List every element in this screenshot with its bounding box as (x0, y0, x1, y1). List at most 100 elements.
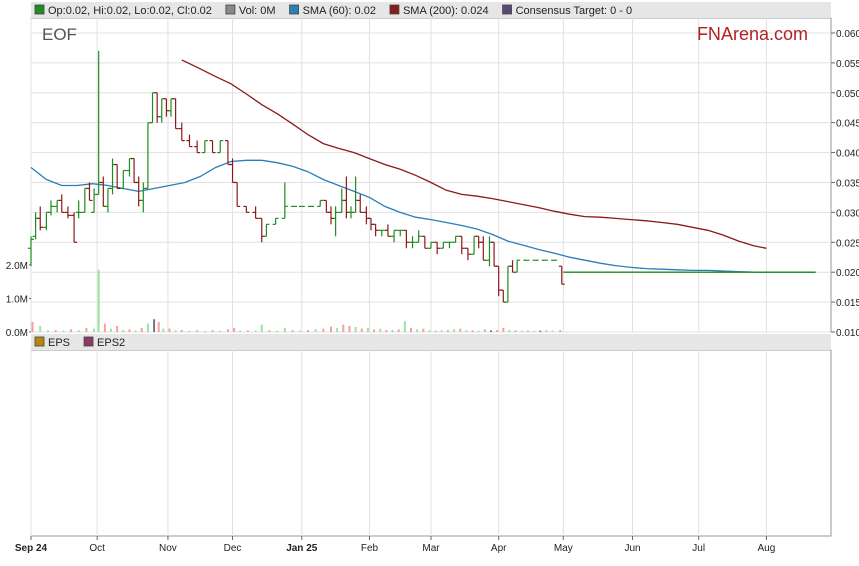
volume-bar (322, 328, 325, 332)
volume-bar (551, 330, 554, 332)
volume-bar (291, 330, 294, 332)
volume-bar (416, 329, 419, 332)
volume-bar (211, 330, 214, 332)
legend-item-1: Vol: 0M (239, 5, 276, 17)
volume-bar (153, 319, 156, 332)
ohlc-bar (403, 229, 410, 249)
volume-bar (174, 330, 177, 332)
volume-bar (366, 327, 369, 332)
legend-swatch (34, 4, 45, 15)
x-tick-label: Feb (361, 543, 379, 554)
x-tick-label: Apr (491, 543, 507, 554)
x-tick-label: Nov (159, 543, 177, 554)
brand-part: .com (769, 24, 808, 44)
volume-bar (299, 330, 302, 332)
price-tick-label: 0.010 (836, 328, 859, 339)
ohlc-bar (37, 206, 44, 231)
x-tick-label: Sep 24 (15, 543, 48, 554)
ohlc-bar (428, 241, 434, 249)
volume-bar (226, 329, 229, 332)
legend-swatch (289, 4, 299, 15)
volume-bar (514, 330, 517, 332)
volume-bar (260, 324, 263, 332)
volume-bar (459, 328, 462, 332)
ohlc-bar (391, 229, 398, 243)
price-tick-label: 0.060 (836, 29, 859, 40)
x-tick-label: Dec (224, 543, 242, 554)
volume-bar (103, 323, 106, 332)
legend-swatch (83, 336, 94, 347)
ohlc-bar (263, 223, 270, 237)
volume-tick-label: 2.0M (6, 261, 28, 272)
volume-bar (391, 329, 394, 332)
series-sma-60 (30, 159, 816, 273)
x-tick-label: May (554, 543, 573, 554)
price-tick-label: 0.035 (836, 178, 859, 189)
volume-bar (77, 330, 80, 332)
ohlc-bar (558, 265, 565, 285)
volume-bar (539, 330, 542, 332)
volume-bar (428, 330, 431, 332)
ohlc-bar (409, 236, 416, 249)
ohlc-bar (28, 236, 34, 267)
volume-bar (180, 329, 183, 332)
volume-bar (196, 330, 199, 332)
volume-bar (533, 330, 536, 332)
volume-bar (93, 328, 96, 332)
volume-axis: 0.0M 1.0M 2.0M (6, 261, 31, 339)
ohlc-bar (480, 236, 487, 261)
volume-bar (62, 330, 65, 332)
price-tick-label: 0.020 (836, 268, 859, 279)
eps-legend-item-1: EPS2 (97, 337, 125, 349)
volume-bar (397, 329, 400, 332)
ohlc-bar (114, 163, 121, 190)
volume-bar (110, 328, 112, 332)
volume-bar (31, 321, 34, 332)
ohlc-bar (86, 182, 93, 202)
volume-bar (233, 327, 236, 332)
volume-bar (219, 330, 222, 332)
eps-legend-item-0: EPS (48, 337, 70, 349)
price-tick-label: 0.040 (836, 149, 859, 160)
legend-item-3: SMA (200): 0.024 (403, 5, 489, 17)
ohlc-bar (446, 241, 453, 249)
ohlc-bar (452, 235, 459, 243)
legend-item-4: Consensus Target: 0 - 0 (516, 5, 633, 17)
series-lines (30, 59, 816, 273)
volume-bar (508, 329, 511, 332)
ohlc-bar (252, 206, 259, 219)
ohlc-bar (464, 247, 471, 261)
volume-bar (520, 330, 523, 332)
ohlc-bar (243, 205, 250, 213)
volume-bar (465, 329, 468, 332)
legend-swatch (225, 4, 236, 15)
ticker-symbol: EOF (42, 25, 77, 44)
price-tick-label: 0.030 (836, 208, 859, 219)
volume-bar (422, 328, 425, 332)
ohlc-bar (421, 235, 428, 249)
ohlc-bar (317, 199, 324, 207)
ohlc-bar (217, 140, 224, 154)
ohlc-bar (58, 194, 65, 213)
x-tick-label: Oct (89, 543, 105, 554)
volume-bars (31, 269, 562, 332)
volume-bar (385, 329, 388, 332)
x-tick-label: Jan 25 (286, 543, 318, 554)
ohlc-bar (272, 217, 279, 225)
ohlc-bar (384, 224, 391, 237)
ohlc-bar (514, 259, 521, 273)
x-axis: Sep 24 Oct Nov Dec Jan 25 Feb Mar Apr May Jun Jul A… (15, 536, 775, 554)
legend-swatch (34, 336, 45, 347)
volume-bar (403, 321, 406, 332)
ohlc-bar (209, 140, 216, 154)
price-tick-label: 0.055 (836, 59, 859, 70)
volume-bar (254, 330, 257, 332)
volume-bar (168, 328, 171, 332)
volume-bar (122, 329, 125, 332)
x-tick-label: Aug (757, 543, 775, 554)
legend-item-0: Op:0.02, Hi:0.02, Lo:0.02, Cl:0.02 (48, 5, 212, 17)
ohlc-bar (332, 206, 339, 237)
price-tick-label: 0.015 (836, 298, 859, 309)
legend-bar-bottom (31, 334, 831, 350)
